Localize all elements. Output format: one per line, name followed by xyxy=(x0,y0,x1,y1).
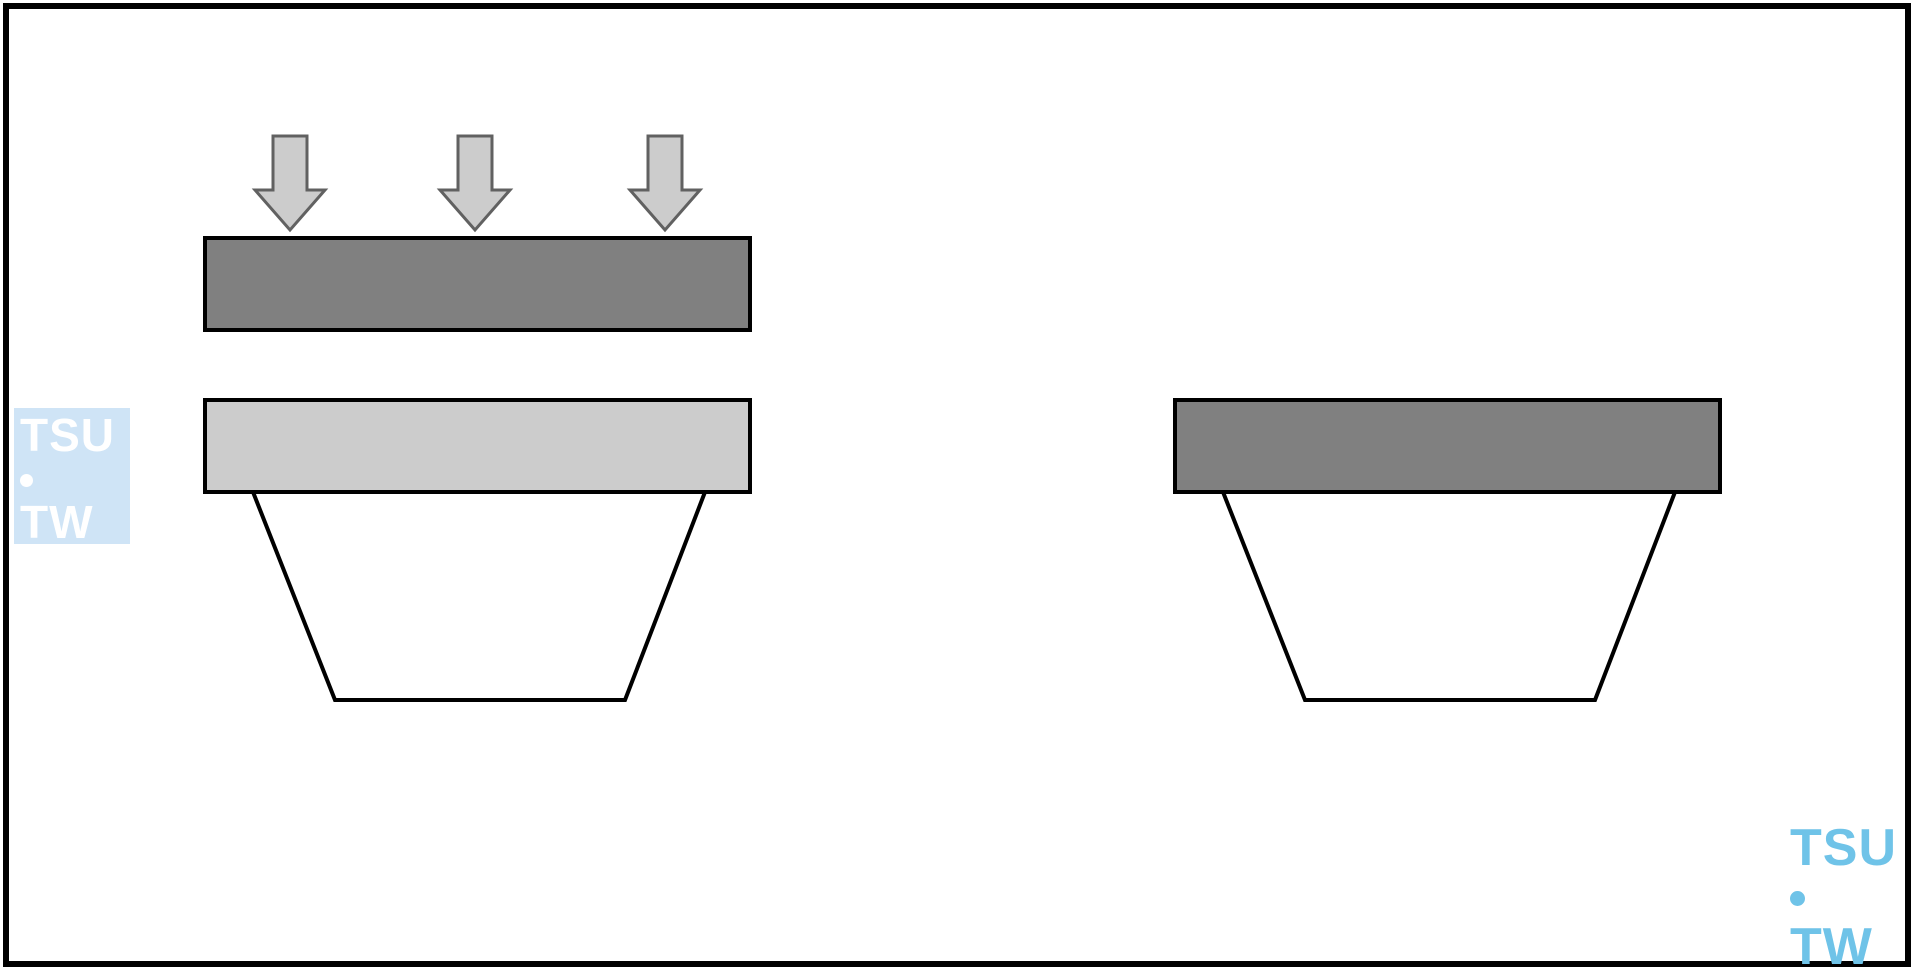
die-trapezoid xyxy=(253,492,705,700)
watermark-dot xyxy=(1790,891,1805,906)
watermark-line1: TSU xyxy=(20,414,124,458)
press-plate-slab xyxy=(1175,400,1720,492)
diagram-canvas: TSU TW TSU TW xyxy=(0,0,1914,970)
down-arrow-icon xyxy=(440,136,510,230)
watermark-line1: TSU xyxy=(1790,824,1910,873)
die-trapezoid xyxy=(1223,492,1675,700)
press-plate-slab xyxy=(205,238,750,330)
down-arrow-icon xyxy=(630,136,700,230)
down-arrow-icon xyxy=(255,136,325,230)
watermark-line2: TW xyxy=(20,496,94,548)
watermark-line2: TW xyxy=(1790,918,1873,976)
watermark-right: TSU TW xyxy=(1784,818,1914,958)
watermark-left: TSU TW xyxy=(14,408,130,544)
watermark-dot xyxy=(20,474,33,487)
diagram-shapes xyxy=(0,0,1914,970)
watermark-line2-row: TW xyxy=(1790,873,1910,972)
material-slab xyxy=(205,400,750,492)
watermark-line2-row: TW xyxy=(20,458,124,545)
